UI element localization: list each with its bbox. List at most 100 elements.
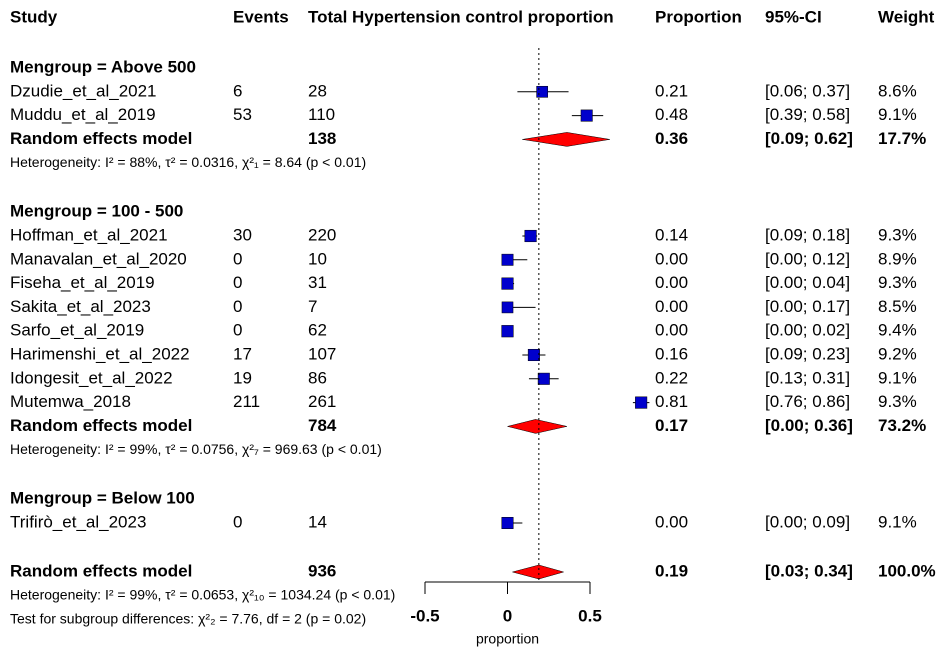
ci: [0.76; 0.86]	[765, 392, 850, 411]
ci: [0.00; 0.04]	[765, 273, 850, 292]
weight: 9.1%	[878, 105, 917, 124]
total: 784	[308, 416, 337, 435]
study-name: Sarfo_et_al_2019	[10, 321, 144, 340]
summary-diamond	[511, 564, 565, 580]
total: 936	[308, 561, 336, 580]
subgroup-test: Test for subgroup differences: χ²₂ = 7.7…	[10, 610, 366, 626]
weight: 100.0%	[878, 561, 936, 580]
column-header: Study	[10, 7, 58, 26]
weight: 9.3%	[878, 273, 917, 292]
events: 0	[233, 273, 242, 292]
study-square	[501, 301, 514, 314]
proportion: 0.00	[655, 512, 688, 531]
group-title: Mengroup = Above 500	[10, 57, 196, 76]
summary-diamond	[507, 419, 567, 434]
weight: 9.1%	[878, 512, 917, 531]
ci: [0.00; 0.36]	[765, 416, 853, 435]
study-square	[524, 229, 537, 243]
study-name: Sakita_et_al_2023	[10, 297, 151, 316]
x-tick-label: -0.5	[410, 606, 439, 625]
events: 0	[233, 321, 242, 340]
weight: 9.3%	[878, 225, 917, 244]
total: 7	[308, 297, 317, 316]
proportion: 0.14	[655, 225, 688, 244]
study-name: Muddu_et_al_2019	[10, 105, 156, 124]
events: 0	[233, 512, 242, 531]
heterogeneity: Heterogeneity: I² = 99%, τ² = 0.0653, χ²…	[10, 587, 395, 603]
ci: [0.00; 0.12]	[765, 249, 850, 268]
events: 0	[233, 249, 242, 268]
events: 19	[233, 368, 252, 387]
events: 6	[233, 81, 242, 100]
study-name: Trifirò_et_al_2023	[10, 512, 146, 531]
weight: 9.4%	[878, 321, 917, 340]
x-tick-label: 0	[503, 606, 512, 625]
heterogeneity: Heterogeneity: I² = 88%, τ² = 0.0316, χ²…	[10, 154, 366, 170]
total: 10	[308, 249, 327, 268]
weight: 9.3%	[878, 392, 917, 411]
total: 110	[308, 105, 335, 124]
study-square	[635, 396, 648, 409]
proportion: 0.21	[655, 81, 688, 100]
proportion: 0.16	[655, 344, 688, 363]
study-name: Dzudie_et_al_2021	[10, 81, 157, 100]
study-square	[536, 85, 548, 98]
weight: 8.5%	[878, 297, 917, 316]
events: 53	[233, 105, 252, 124]
weight: 9.1%	[878, 368, 917, 387]
study-name: Hoffman_et_al_2021	[10, 225, 168, 244]
column-header: Proportion	[655, 7, 742, 26]
column-header: Hypertension control proportion	[352, 7, 614, 26]
x-tick-label: 0.5	[578, 606, 602, 625]
events: 17	[233, 344, 252, 363]
study-name: Random effects model	[10, 416, 192, 435]
study-name: Random effects model	[10, 561, 192, 580]
events: 30	[233, 225, 252, 244]
ci: [0.09; 0.18]	[765, 225, 850, 244]
proportion: 0.36	[655, 129, 688, 148]
ci: [0.09; 0.23]	[765, 344, 850, 363]
study-square	[501, 517, 514, 529]
proportion: 0.00	[655, 273, 688, 292]
x-axis-label: proportion	[476, 631, 539, 647]
total: 14	[308, 512, 327, 531]
study-square	[537, 372, 550, 385]
ci: [0.13; 0.31]	[765, 368, 850, 387]
study-name: Idongesit_et_al_2022	[10, 368, 173, 387]
total: 138	[308, 129, 336, 148]
proportion: 0.81	[655, 392, 688, 411]
ci: [0.00; 0.02]	[765, 321, 850, 340]
proportion: 0.00	[655, 321, 688, 340]
group-title: Mengroup = 100 - 500	[10, 202, 183, 221]
proportion: 0.00	[655, 297, 688, 316]
ci: [0.06; 0.37]	[765, 81, 850, 100]
summary-diamond	[522, 132, 610, 147]
weight: 73.2%	[878, 416, 926, 435]
total: 261	[308, 392, 336, 411]
ci: [0.00; 0.09]	[765, 512, 850, 531]
total: 28	[308, 81, 327, 100]
total: 31	[308, 273, 327, 292]
events: 0	[233, 297, 242, 316]
proportion: 0.48	[655, 105, 688, 124]
ci: [0.00; 0.17]	[765, 297, 850, 316]
total: 62	[308, 321, 327, 340]
heterogeneity: Heterogeneity: I² = 99%, τ² = 0.0756, χ²…	[10, 441, 382, 457]
weight: 8.6%	[878, 81, 917, 100]
proportion: 0.19	[655, 561, 688, 580]
ci: [0.39; 0.58]	[765, 105, 850, 124]
study-square	[501, 325, 514, 338]
study-name: Mutemwa_2018	[10, 392, 131, 411]
weight: 8.9%	[878, 249, 917, 268]
proportion: 0.22	[655, 368, 688, 387]
events: 211	[233, 392, 260, 411]
ci: [0.09; 0.62]	[765, 129, 853, 148]
total: 86	[308, 368, 327, 387]
column-header: Weight	[878, 7, 935, 26]
column-header: Events	[233, 7, 289, 26]
total: 220	[308, 225, 336, 244]
study-square	[501, 253, 514, 266]
study-square	[501, 277, 514, 290]
column-header: 95%-CI	[765, 7, 822, 26]
